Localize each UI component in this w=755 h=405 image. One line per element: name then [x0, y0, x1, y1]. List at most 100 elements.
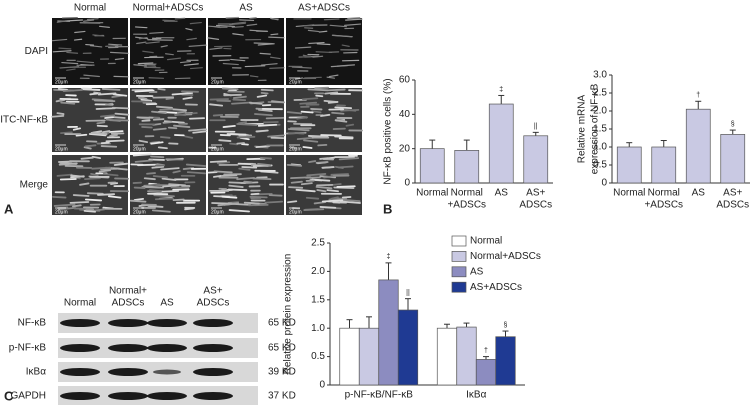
tissue-streak [323, 99, 337, 103]
tissue-streak [96, 193, 116, 196]
tissue-streak [259, 156, 272, 160]
tissue-streak [150, 155, 165, 159]
x-tick-label: Normal [416, 188, 448, 199]
tissue-streak [302, 97, 319, 101]
tissue-streak [318, 30, 328, 33]
scale-bar-label: 20μm [211, 209, 224, 215]
tissue-streak [185, 163, 207, 167]
panel-label: B [383, 201, 392, 216]
tissue-streak [174, 113, 187, 117]
micrograph [286, 88, 362, 152]
tissue-streak [147, 190, 163, 194]
tissue-streak [89, 45, 103, 48]
y-tick-label: 2.5 [311, 238, 325, 249]
x-tick-label: AS+ [723, 188, 742, 199]
lane-label: ADSCs [197, 298, 230, 309]
tissue-streak [326, 189, 339, 193]
tissue-streak [221, 87, 239, 91]
tissue-streak [231, 25, 244, 28]
significance-marker: † [696, 92, 700, 99]
tissue-streak [290, 176, 312, 180]
tissue-streak [171, 92, 193, 96]
legend-swatch [451, 266, 467, 278]
tissue-streak [100, 114, 116, 118]
tissue-streak [138, 96, 148, 100]
tissue-streak [336, 185, 356, 188]
tissue-streak [84, 198, 103, 202]
tissue-streak [179, 60, 192, 64]
tissue-streak [59, 65, 80, 69]
tissue-streak [306, 173, 327, 177]
tissue-streak [319, 157, 329, 160]
tissue-streak [59, 162, 78, 165]
tissue-streak [252, 177, 272, 181]
tissue-streak [340, 108, 360, 112]
tissue-streak [238, 167, 251, 171]
tissue-streak [260, 63, 278, 66]
tissue-streak [212, 175, 222, 178]
tissue-streak [243, 201, 260, 205]
tissue-streak [141, 126, 153, 129]
blot-band [60, 368, 100, 376]
tissue-streak [186, 171, 206, 175]
blot-size: 65 KD [268, 318, 296, 329]
tissue-streak [188, 44, 207, 47]
tissue-streak [329, 24, 348, 28]
x-tick-label: Normal [613, 188, 645, 199]
tissue-streak [215, 24, 236, 28]
tissue-streak [129, 199, 147, 203]
tissue-streak [105, 102, 114, 106]
tissue-streak [321, 166, 335, 169]
tissue-streak [58, 47, 72, 50]
tissue-streak [296, 116, 308, 120]
tissue-streak [90, 173, 99, 177]
tissue-streak [157, 146, 168, 150]
tissue-streak [236, 123, 258, 126]
tissue-streak [321, 199, 344, 203]
tissue-streak [114, 57, 125, 61]
bar [488, 103, 514, 184]
tissue-streak [162, 121, 173, 124]
tissue-streak [323, 18, 340, 21]
tissue-streak [341, 44, 350, 47]
tissue-streak [149, 31, 164, 34]
scale-bar-label: 20μm [133, 209, 146, 215]
tissue-streak [100, 145, 118, 148]
tissue-streak [286, 111, 303, 115]
tissue-streak [84, 144, 97, 148]
row-label: Merge [20, 180, 49, 191]
tissue-streak [213, 170, 233, 174]
bar [523, 135, 549, 184]
tissue-streak [243, 180, 253, 184]
y-tick-label: 60 [399, 75, 411, 86]
tissue-streak [154, 197, 174, 201]
scale-bar-label: 20μm [55, 79, 68, 85]
tissue-streak [133, 197, 145, 201]
tissue-streak [291, 66, 312, 69]
y-tick-label: 0 [319, 380, 325, 391]
y-tick-label: 1.0 [593, 142, 607, 153]
tissue-streak [323, 175, 336, 179]
legend-swatch [451, 281, 467, 293]
tissue-streak [236, 176, 255, 181]
tissue-streak [183, 63, 199, 66]
tissue-streak [307, 29, 320, 33]
tissue-streak [110, 182, 119, 185]
tissue-streak [192, 130, 207, 134]
tissue-streak [152, 127, 167, 131]
tissue-streak [96, 121, 106, 125]
tissue-streak [305, 196, 320, 200]
tissue-streak [86, 192, 104, 195]
lane-label: AS+ [203, 286, 222, 297]
tissue-streak [143, 183, 161, 187]
tissue-streak [143, 66, 161, 69]
tissue-streak [161, 190, 180, 193]
tissue-streak [300, 182, 313, 186]
row-label: DAPI [25, 46, 48, 57]
x-tick-label: ADSCs [519, 200, 552, 211]
tissue-streak [86, 18, 99, 21]
blot-band [193, 368, 233, 376]
scale-bar-label: 20μm [55, 146, 68, 152]
tissue-streak [98, 169, 112, 173]
scale-bar-label: 20μm [211, 79, 224, 85]
